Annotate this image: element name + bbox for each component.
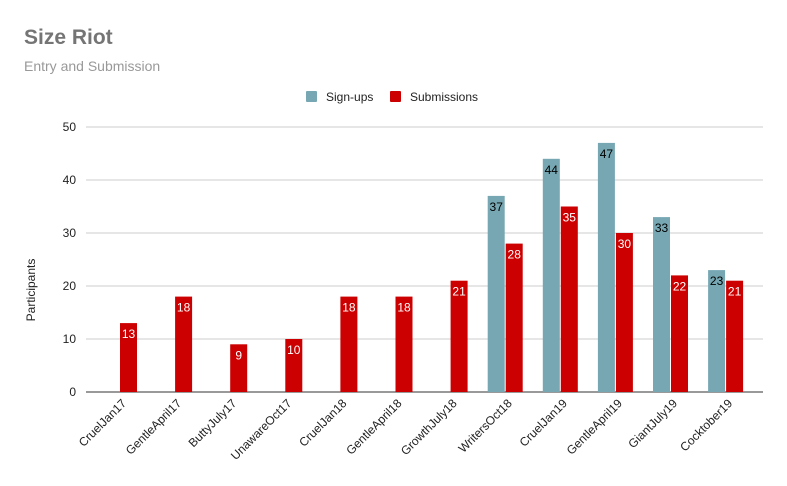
bar-submissions <box>230 344 248 392</box>
legend-label: Submissions <box>410 90 478 104</box>
data-label: 18 <box>342 301 356 315</box>
data-label: 21 <box>452 285 466 299</box>
data-label: 47 <box>600 147 614 161</box>
data-label: 30 <box>618 237 632 251</box>
data-label: 18 <box>177 301 191 315</box>
data-label: 33 <box>655 221 669 235</box>
x-tick-label: GiantJuly19 <box>625 396 680 451</box>
x-tick-label: CruelJan18 <box>296 396 350 450</box>
bar-submissions <box>505 243 523 392</box>
bar-submissions <box>726 280 744 392</box>
x-tick-label: GentleApril17 <box>123 396 185 458</box>
legend-swatch <box>306 91 317 102</box>
legend-swatch <box>390 91 401 102</box>
bar-signups <box>653 217 670 392</box>
y-tick-label: 40 <box>63 173 77 187</box>
legend-label: Sign-ups <box>326 90 373 104</box>
y-tick-label: 0 <box>69 385 76 399</box>
bar-submissions <box>120 323 137 392</box>
x-tick-label: GentleApril18 <box>343 396 405 458</box>
y-tick-label: 20 <box>63 279 77 293</box>
data-label: 28 <box>508 248 522 262</box>
bar-submissions <box>560 206 578 392</box>
data-label: 35 <box>563 211 577 225</box>
bar-submissions <box>285 339 303 392</box>
bar-submissions <box>395 296 413 392</box>
data-label: 13 <box>122 327 136 341</box>
y-tick-label: 10 <box>63 332 77 346</box>
data-label: 23 <box>710 274 724 288</box>
bar-submissions <box>615 233 633 392</box>
bar-signups <box>597 142 615 392</box>
x-tick-label: Cocktober19 <box>677 396 735 454</box>
bar-submissions <box>340 296 358 392</box>
bar-signups <box>487 195 505 392</box>
y-tick-label: 50 <box>63 120 77 134</box>
data-label: 22 <box>673 279 687 293</box>
x-tick-label: ButtyJuly17 <box>186 396 240 450</box>
chart-subtitle: Entry and Submission <box>24 58 161 74</box>
bar-signups <box>708 270 726 392</box>
y-axis-label: Participants <box>24 259 38 322</box>
data-label: 21 <box>728 285 742 299</box>
data-label: 10 <box>287 343 301 357</box>
x-tick-label: WritersOct18 <box>456 396 515 455</box>
bar-submissions <box>671 275 688 392</box>
x-tick-label: CruelJan19 <box>517 396 571 450</box>
x-tick-label: GentleApril19 <box>564 396 626 458</box>
data-label: 44 <box>545 163 559 177</box>
bar-submissions <box>175 296 193 392</box>
data-label: 9 <box>235 348 242 362</box>
data-label: 37 <box>490 200 504 214</box>
bar-signups <box>542 158 560 392</box>
x-tick-label: GrowthJuly18 <box>398 396 460 458</box>
x-tick-label: CruelJan17 <box>76 396 130 450</box>
chart-title: Size Riot <box>24 26 113 49</box>
y-tick-label: 30 <box>63 226 77 240</box>
bar-submissions <box>450 280 468 392</box>
data-label: 18 <box>397 301 411 315</box>
